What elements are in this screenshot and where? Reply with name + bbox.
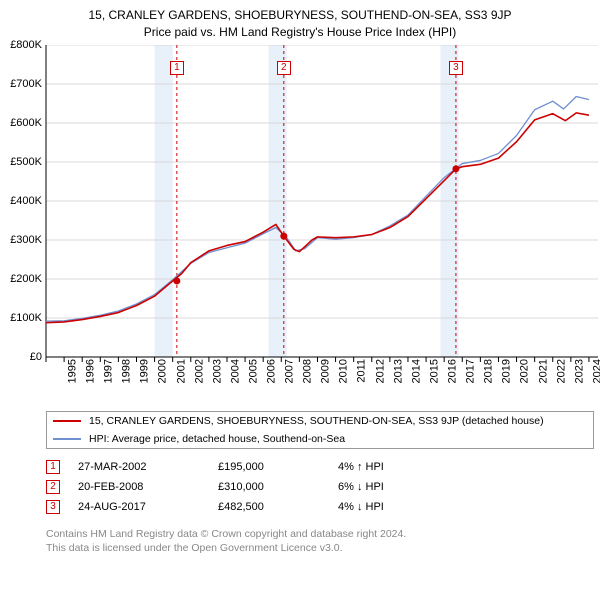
legend: 15, CRANLEY GARDENS, SHOEBURYNESS, SOUTH… (46, 411, 594, 449)
license-text: Contains HM Land Registry data © Crown c… (46, 527, 594, 555)
y-tick-label: £500K (10, 156, 42, 168)
sale-date: 27-MAR-2002 (78, 461, 218, 473)
legend-swatch (53, 438, 81, 440)
x-tick-label: 2000 (157, 359, 169, 383)
sale-row: 1 27-MAR-2002£195,0004% ↑ HPI (46, 457, 594, 477)
page-subtitle: Price paid vs. HM Land Registry's House … (4, 25, 596, 39)
sale-delta: 4% ↑ HPI (338, 461, 458, 473)
sale-marker-1: 1 (170, 61, 184, 75)
sale-marker-inline: 2 (46, 480, 60, 494)
y-tick-label: £0 (30, 351, 42, 363)
page-title: 15, CRANLEY GARDENS, SHOEBURYNESS, SOUTH… (4, 8, 596, 22)
y-tick-label: £700K (10, 78, 42, 90)
x-tick-label: 2023 (573, 359, 585, 383)
y-tick-label: £100K (10, 312, 42, 324)
sale-price: £195,000 (218, 461, 338, 473)
x-tick-label: 2003 (211, 359, 223, 383)
x-tick-label: 2002 (193, 359, 205, 383)
x-tick-label: 1997 (103, 359, 115, 383)
x-tick-label: 2017 (465, 359, 477, 383)
x-tick-label: 2022 (555, 359, 567, 383)
x-tick-label: 2020 (519, 359, 531, 383)
x-tick-label: 2021 (537, 359, 549, 383)
sales-table: 1 27-MAR-2002£195,0004% ↑ HPI 2 20-FEB-2008… (46, 457, 594, 517)
sale-marker-inline: 1 (46, 460, 60, 474)
sale-marker-2: 2 (277, 61, 291, 75)
legend-row: HPI: Average price, detached house, Sout… (47, 430, 593, 448)
license-line-1: Contains HM Land Registry data © Crown c… (46, 527, 594, 541)
x-tick-label: 2008 (302, 359, 314, 383)
chart-area: £0£100K£200K£300K£400K£500K£600K£700K£80… (4, 45, 598, 405)
x-tick-label: 2012 (374, 359, 386, 383)
x-tick-label: 2019 (501, 359, 513, 383)
x-tick-label: 2005 (247, 359, 259, 383)
sale-delta: 4% ↓ HPI (338, 501, 458, 513)
x-tick-label: 2018 (483, 359, 495, 383)
x-tick-label: 2009 (320, 359, 332, 383)
y-tick-label: £300K (10, 234, 42, 246)
sale-row: 2 20-FEB-2008£310,0006% ↓ HPI (46, 477, 594, 497)
sale-marker-inline: 3 (46, 500, 60, 514)
x-tick-label: 2013 (392, 359, 404, 383)
x-tick-label: 1998 (121, 359, 133, 383)
x-tick-label: 2015 (428, 359, 440, 383)
license-line-2: This data is licensed under the Open Gov… (46, 541, 594, 555)
sale-date: 20-FEB-2008 (78, 481, 218, 493)
x-tick-label: 1996 (85, 359, 97, 383)
sale-delta: 6% ↓ HPI (338, 481, 458, 493)
legend-label: HPI: Average price, detached house, Sout… (89, 433, 345, 445)
x-tick-label: 1999 (139, 359, 151, 383)
x-tick-label: 2006 (266, 359, 278, 383)
sale-marker-3: 3 (449, 61, 463, 75)
x-tick-label: 2004 (229, 359, 241, 383)
x-tick-label: 2024 (591, 359, 600, 383)
legend-swatch (53, 420, 81, 422)
sale-price: £310,000 (218, 481, 338, 493)
y-tick-label: £400K (10, 195, 42, 207)
chart-container: 15, CRANLEY GARDENS, SHOEBURYNESS, SOUTH… (0, 0, 600, 559)
x-tick-label: 2014 (410, 359, 422, 383)
sale-row: 3 24-AUG-2017£482,5004% ↓ HPI (46, 497, 594, 517)
y-tick-label: £200K (10, 273, 42, 285)
legend-label: 15, CRANLEY GARDENS, SHOEBURYNESS, SOUTH… (89, 415, 544, 427)
x-tick-label: 2001 (175, 359, 187, 383)
sale-date: 24-AUG-2017 (78, 501, 218, 513)
x-tick-label: 2007 (284, 359, 296, 383)
legend-row: 15, CRANLEY GARDENS, SHOEBURYNESS, SOUTH… (47, 412, 593, 430)
x-tick-label: 2010 (338, 359, 350, 383)
x-tick-label: 2016 (447, 359, 459, 383)
sale-price: £482,500 (218, 501, 338, 513)
line-chart (4, 45, 598, 405)
y-tick-label: £800K (10, 39, 42, 51)
y-tick-label: £600K (10, 117, 42, 129)
x-tick-label: 1995 (66, 359, 78, 383)
x-tick-label: 2011 (355, 359, 367, 383)
